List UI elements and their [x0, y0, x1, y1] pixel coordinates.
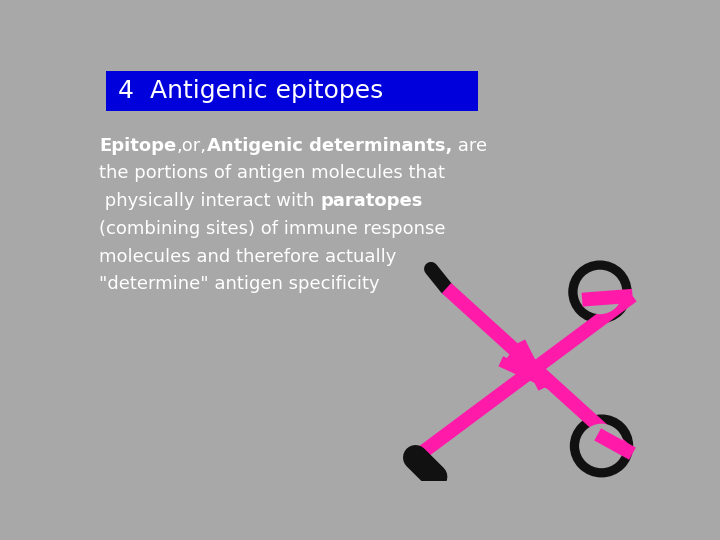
Text: Antigenic determinants,: Antigenic determinants, [207, 137, 452, 154]
Text: (combining sites) of immune response: (combining sites) of immune response [99, 220, 446, 238]
FancyBboxPatch shape [106, 71, 477, 111]
Circle shape [569, 261, 631, 323]
Text: physically interact with: physically interact with [99, 192, 320, 210]
Text: are: are [452, 137, 487, 154]
Text: molecules and therefore actually: molecules and therefore actually [99, 247, 397, 266]
Text: 4  Antigenic epitopes: 4 Antigenic epitopes [118, 79, 383, 103]
Text: "determine" antigen specificity: "determine" antigen specificity [99, 275, 380, 293]
Text: Epitope: Epitope [99, 137, 176, 154]
Text: ,or,: ,or, [176, 137, 207, 154]
Text: the portions of antigen molecules that: the portions of antigen molecules that [99, 164, 445, 183]
Circle shape [570, 415, 632, 477]
Circle shape [580, 424, 624, 468]
Circle shape [578, 271, 621, 314]
Text: paratopes: paratopes [320, 192, 423, 210]
